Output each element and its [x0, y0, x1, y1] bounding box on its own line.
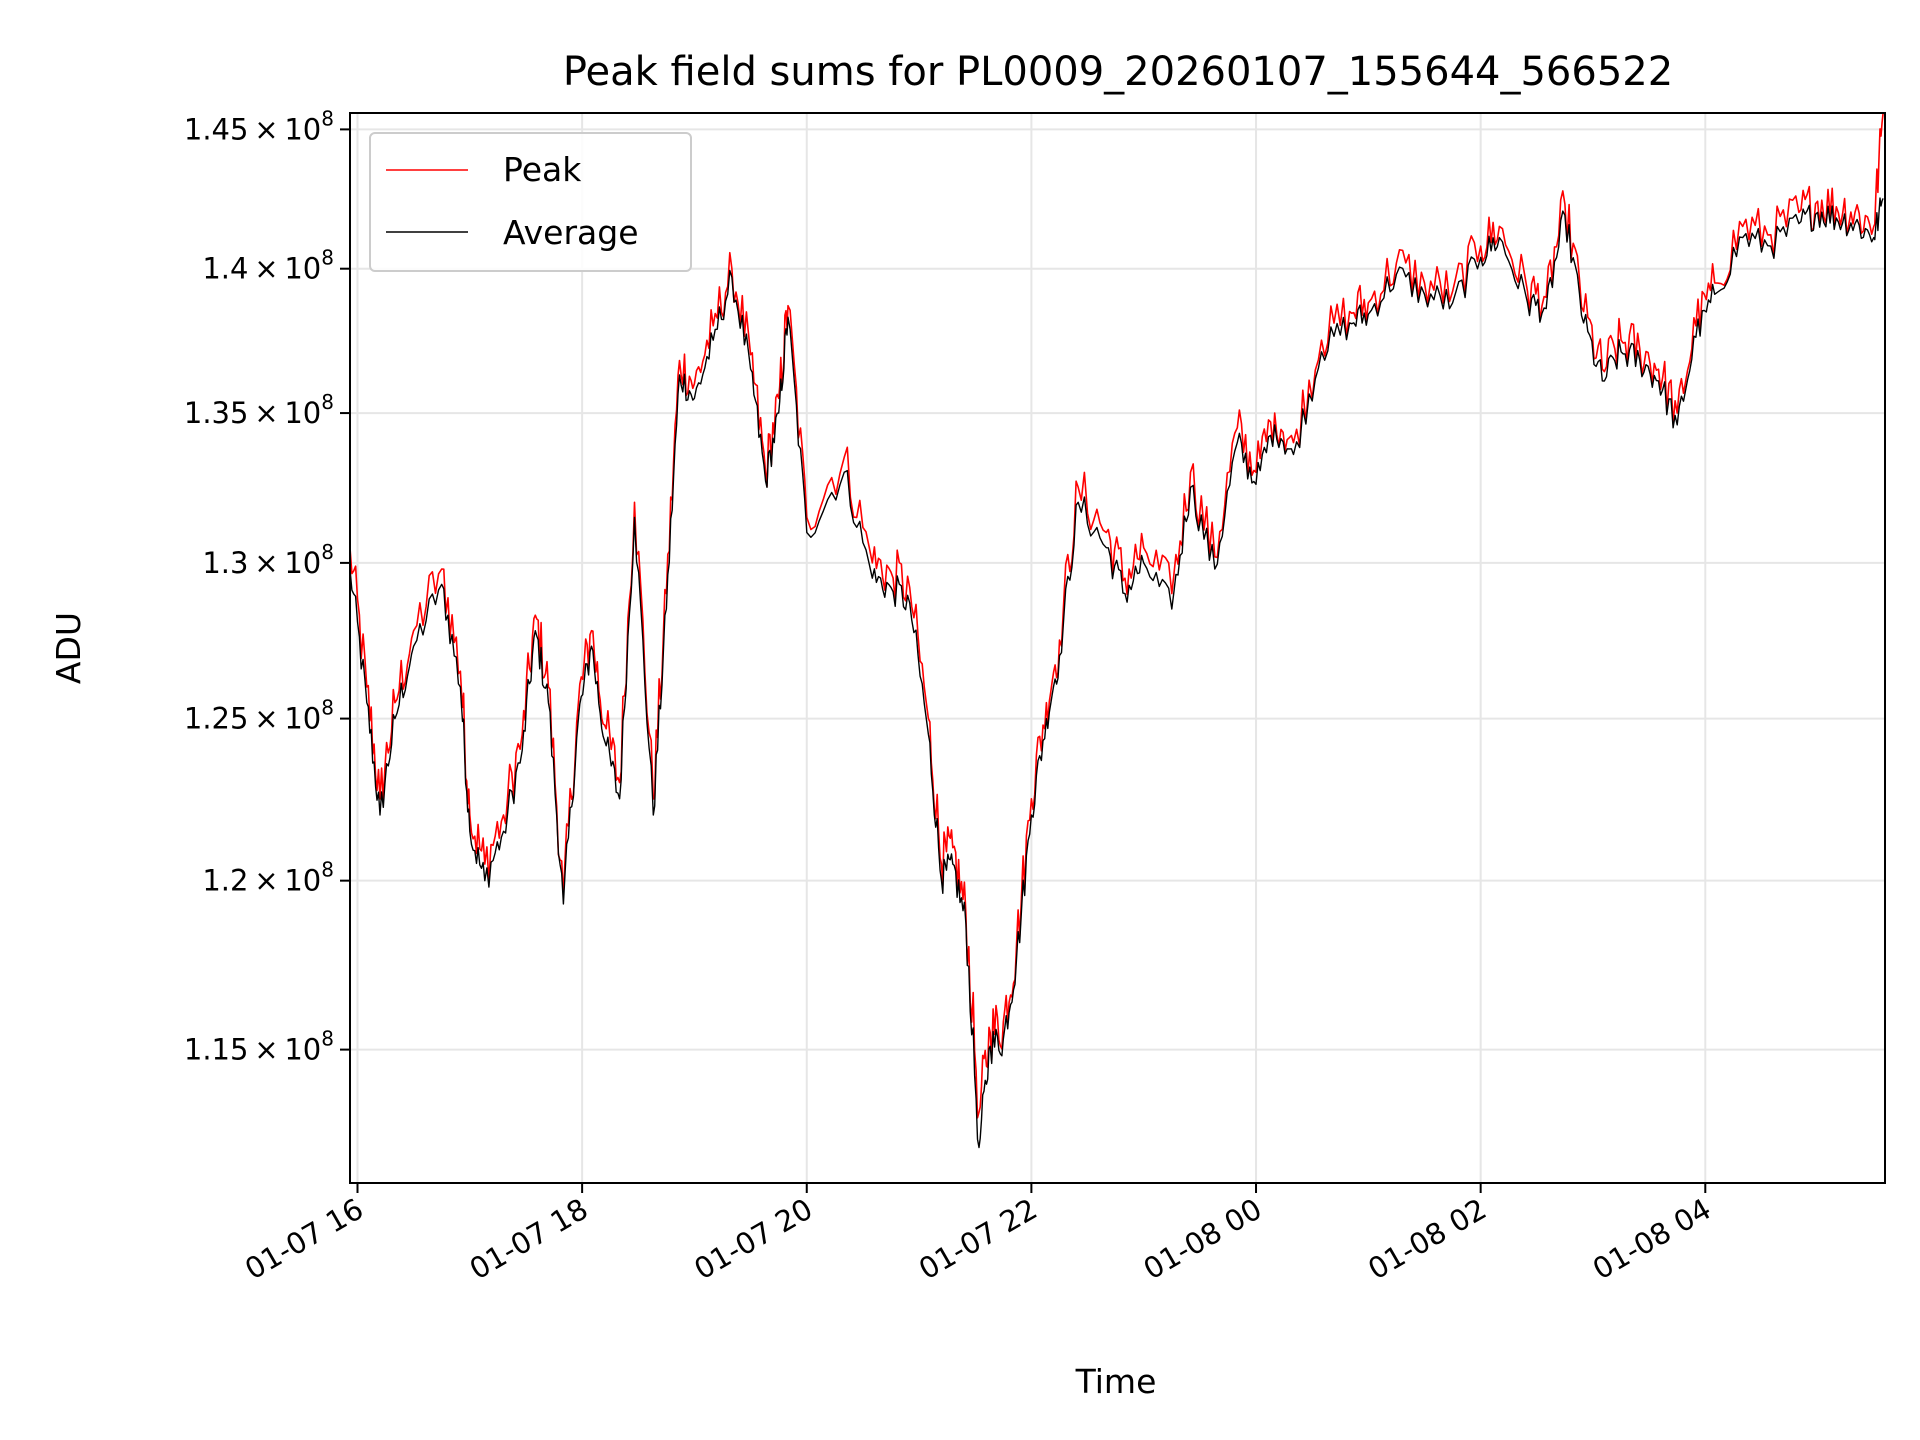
y-tick-label: 1.3 × 108	[202, 540, 334, 580]
y-axis-label: ADU	[49, 612, 88, 684]
y-tick-label: 1.15 × 108	[184, 1027, 334, 1067]
y-axis: 1.15 × 108 1.2 × 108 1.25 × 108 1.3 × 108 1.…	[184, 106, 350, 1067]
x-axis-label: Time	[1075, 1362, 1157, 1401]
y-tick-label: 1.4 × 108	[202, 246, 334, 286]
legend-label-average: Average	[503, 213, 639, 252]
series-layer	[349, 112, 1884, 1149]
y-tick-label: 1.25 × 108	[184, 696, 334, 736]
y-tick-label: 1.35 × 108	[184, 390, 334, 430]
legend-label-peak: Peak	[503, 150, 582, 189]
legend-box	[369, 132, 692, 272]
legend: Peak Average	[369, 132, 692, 272]
y-tick-label: 1.45 × 108	[184, 106, 334, 146]
chart-title: Peak field sums for PL0009_20260107_1556…	[563, 49, 1673, 95]
series-line-average	[349, 197, 1884, 1149]
y-tick-label: 1.2 × 108	[202, 858, 334, 898]
plot-frame	[349, 112, 1886, 1184]
